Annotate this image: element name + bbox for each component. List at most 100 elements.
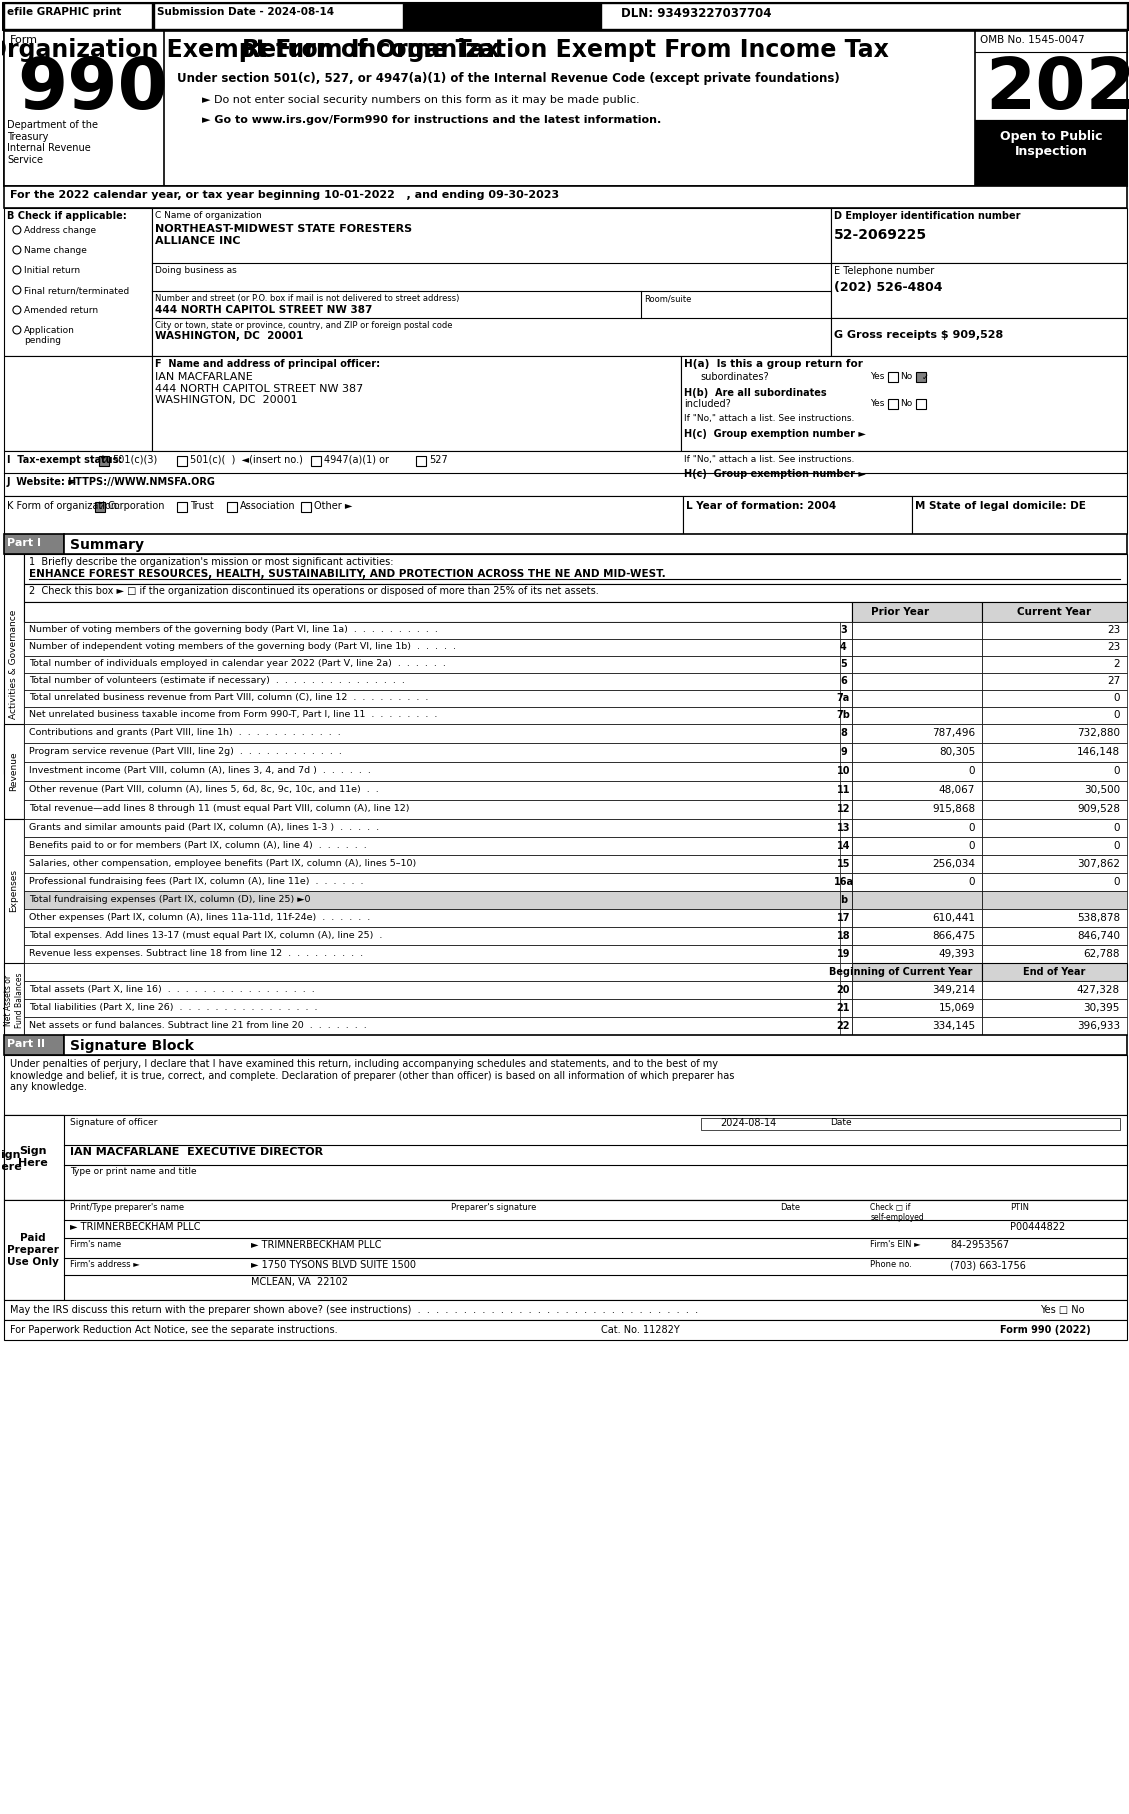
Text: 501(c)(  )  ◄(insert no.): 501(c)( ) ◄(insert no.) xyxy=(190,455,303,464)
Bar xyxy=(3,553,24,775)
Bar xyxy=(301,502,312,512)
Bar xyxy=(312,455,322,466)
Bar xyxy=(840,657,852,673)
Bar xyxy=(151,209,831,356)
Bar xyxy=(982,854,1127,873)
Text: Cat. No. 11282Y: Cat. No. 11282Y xyxy=(601,1324,680,1335)
Text: ENHANCE FOREST RESOURCES, HEALTH, SUSTAINABILITY, AND PROTECTION ACROSS THE NE A: ENHANCE FOREST RESOURCES, HEALTH, SUSTAI… xyxy=(29,570,666,579)
Text: Paid
Preparer
Use Only: Paid Preparer Use Only xyxy=(7,1234,59,1266)
Text: Trust: Trust xyxy=(190,501,213,512)
Text: Yes: Yes xyxy=(870,399,885,408)
Text: 0: 0 xyxy=(1113,842,1120,851)
Bar xyxy=(852,602,982,622)
Bar xyxy=(3,1201,1127,1301)
Bar xyxy=(852,673,982,689)
Bar xyxy=(831,263,1127,317)
Text: DLN: 93493227037704: DLN: 93493227037704 xyxy=(621,7,771,20)
Bar xyxy=(3,1301,1127,1321)
Bar xyxy=(3,1201,64,1301)
Text: ✓: ✓ xyxy=(102,457,108,466)
Text: Total revenue—add lines 8 through 11 (must equal Part VIII, column (A), line 12): Total revenue—add lines 8 through 11 (mu… xyxy=(29,804,410,813)
Bar xyxy=(176,502,186,512)
Text: Number and street (or P.O. box if mail is not delivered to street address): Number and street (or P.O. box if mail i… xyxy=(155,294,460,303)
Bar xyxy=(176,455,186,466)
Text: 732,880: 732,880 xyxy=(1077,727,1120,738)
Bar xyxy=(982,836,1127,854)
Text: 27: 27 xyxy=(1106,677,1120,686)
Bar xyxy=(95,502,105,512)
Text: Initial return: Initial return xyxy=(24,267,80,276)
Text: Firm's name: Firm's name xyxy=(70,1241,121,1250)
Text: 0: 0 xyxy=(969,766,975,776)
Text: 990: 990 xyxy=(17,54,168,123)
Text: L Year of formation: 2004: L Year of formation: 2004 xyxy=(685,501,835,512)
Text: 23: 23 xyxy=(1106,642,1120,651)
Bar xyxy=(3,356,151,452)
Bar xyxy=(889,399,899,408)
Bar xyxy=(98,455,108,466)
Bar xyxy=(975,31,1127,187)
Bar xyxy=(3,1116,1127,1201)
Text: 349,214: 349,214 xyxy=(933,985,975,996)
Text: No: No xyxy=(901,372,912,381)
Text: 6: 6 xyxy=(840,677,847,686)
Text: 909,528: 909,528 xyxy=(1077,804,1120,814)
Text: Number of independent voting members of the governing body (Part VI, line 1b)  .: Number of independent voting members of … xyxy=(29,642,456,651)
Bar xyxy=(982,945,1127,963)
Bar xyxy=(840,800,852,818)
Bar xyxy=(3,1036,64,1056)
Bar xyxy=(831,317,1127,356)
Text: Phone no.: Phone no. xyxy=(870,1261,912,1270)
Text: Salaries, other compensation, employee benefits (Part IX, column (A), lines 5–10: Salaries, other compensation, employee b… xyxy=(29,860,417,869)
Bar xyxy=(24,584,1127,602)
Bar xyxy=(840,818,852,836)
Bar xyxy=(852,689,982,707)
Bar xyxy=(64,533,1127,553)
Bar xyxy=(24,762,852,782)
Text: 0: 0 xyxy=(969,824,975,833)
Text: For Paperwork Reduction Act Notice, see the separate instructions.: For Paperwork Reduction Act Notice, see … xyxy=(10,1324,338,1335)
Text: Part II: Part II xyxy=(7,1039,45,1048)
Text: Date: Date xyxy=(780,1203,800,1212)
Text: B Check if applicable:: B Check if applicable: xyxy=(7,210,126,221)
Bar xyxy=(24,963,852,981)
Text: End of Year: End of Year xyxy=(1023,967,1085,978)
Text: Under penalties of perjury, I declare that I have examined this return, includin: Under penalties of perjury, I declare th… xyxy=(10,1059,734,1092)
Bar xyxy=(852,873,982,891)
Text: OMB No. 1545-0047: OMB No. 1545-0047 xyxy=(980,34,1085,45)
Bar xyxy=(852,909,982,927)
Bar xyxy=(840,945,852,963)
Bar xyxy=(975,120,1127,187)
Text: Revenue: Revenue xyxy=(9,751,18,791)
Bar xyxy=(852,707,982,724)
Text: 20: 20 xyxy=(837,985,850,996)
Bar xyxy=(982,622,1127,639)
Bar xyxy=(982,981,1127,1000)
Text: Form: Form xyxy=(10,34,38,45)
Text: 48,067: 48,067 xyxy=(939,785,975,795)
Text: Investment income (Part VIII, column (A), lines 3, 4, and 7d )  .  .  .  .  .  .: Investment income (Part VIII, column (A)… xyxy=(29,766,370,775)
Bar xyxy=(24,909,852,927)
Bar xyxy=(701,1117,1120,1130)
Text: Number of voting members of the governing body (Part VI, line 1a)  .  .  .  .  .: Number of voting members of the governin… xyxy=(29,626,438,635)
Bar xyxy=(3,963,24,1038)
Bar xyxy=(3,533,64,553)
Bar xyxy=(912,495,1127,533)
Text: ► Go to www.irs.gov/Form990 for instructions and the latest information.: ► Go to www.irs.gov/Form990 for instruct… xyxy=(202,114,660,125)
Bar xyxy=(917,399,926,408)
Bar xyxy=(852,762,982,782)
Text: 1  Briefly describe the organization's mission or most significant activities:: 1 Briefly describe the organization's mi… xyxy=(29,557,393,568)
Bar xyxy=(840,981,852,1000)
Bar xyxy=(982,909,1127,927)
Text: b: b xyxy=(840,894,847,905)
Bar xyxy=(24,689,852,707)
Text: Total assets (Part X, line 16)  .  .  .  .  .  .  .  .  .  .  .  .  .  .  .  .  : Total assets (Part X, line 16) . . . . .… xyxy=(29,985,315,994)
Text: Net unrelated business taxable income from Form 990-T, Part I, line 11  .  .  . : Net unrelated business taxable income fr… xyxy=(29,709,437,718)
Bar xyxy=(840,762,852,782)
Bar xyxy=(840,854,852,873)
Text: H(c)  Group exemption number ►: H(c) Group exemption number ► xyxy=(684,470,866,479)
Text: Department of the
Treasury
Internal Revenue
Service: Department of the Treasury Internal Reve… xyxy=(7,120,98,165)
Text: Benefits paid to or for members (Part IX, column (A), line 4)  .  .  .  .  .  .: Benefits paid to or for members (Part IX… xyxy=(29,842,367,851)
Text: 10: 10 xyxy=(837,766,850,776)
Text: 21: 21 xyxy=(837,1003,850,1012)
